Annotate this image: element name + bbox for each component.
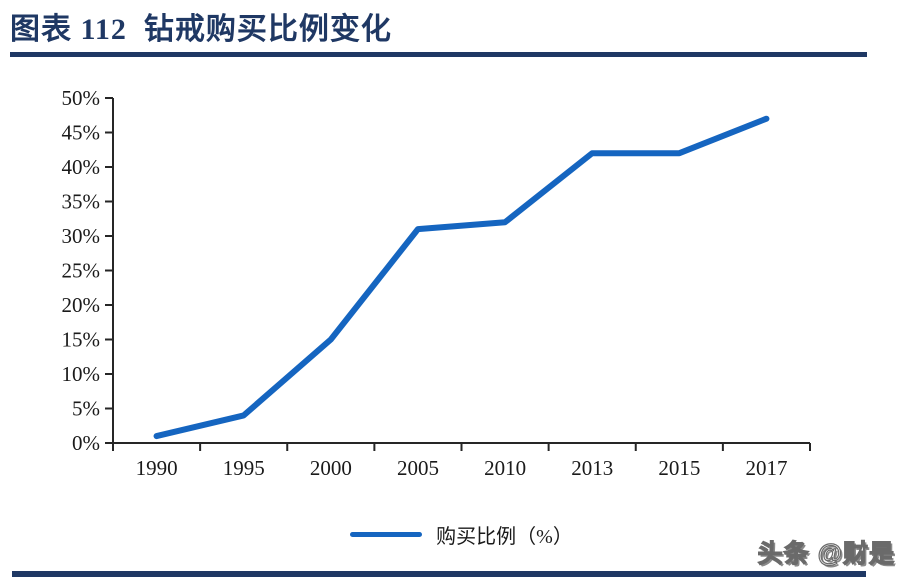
x-tick-label: 2000	[310, 456, 352, 480]
data-series-line	[153, 115, 770, 440]
x-tick-label: 2010	[484, 456, 526, 480]
y-tick-label: 0%	[72, 431, 100, 455]
y-tick-label: 35%	[62, 190, 101, 214]
legend-line-swatch	[350, 531, 423, 537]
legend-label: 购买比例（%）	[436, 525, 573, 548]
y-tick-label: 25%	[62, 259, 101, 283]
bottom-bar	[12, 571, 866, 577]
y-tick-label: 45%	[62, 121, 101, 145]
y-tick-label: 50%	[62, 86, 101, 110]
x-tick-label: 2005	[397, 456, 439, 480]
chart-legend: 购买比例（%）	[113, 520, 810, 548]
title-underline	[10, 52, 867, 57]
x-tick-label: 1995	[223, 456, 265, 480]
y-tick-label: 30%	[62, 224, 101, 248]
y-tick-label: 40%	[62, 155, 101, 179]
x-tick-label: 2017	[745, 456, 787, 480]
y-tick-label: 15%	[62, 328, 101, 352]
x-tick-label: 2013	[571, 456, 613, 480]
x-tick-label: 2015	[658, 456, 700, 480]
watermark: 头条 @财是	[757, 539, 895, 568]
x-tick-label: 1990	[136, 456, 178, 480]
y-tick-label: 10%	[62, 362, 101, 386]
y-tick-label: 20%	[62, 293, 101, 317]
figure-title: 图表 112 钻戒购买比例变化	[10, 13, 392, 46]
y-tick-label: 5%	[72, 397, 100, 421]
